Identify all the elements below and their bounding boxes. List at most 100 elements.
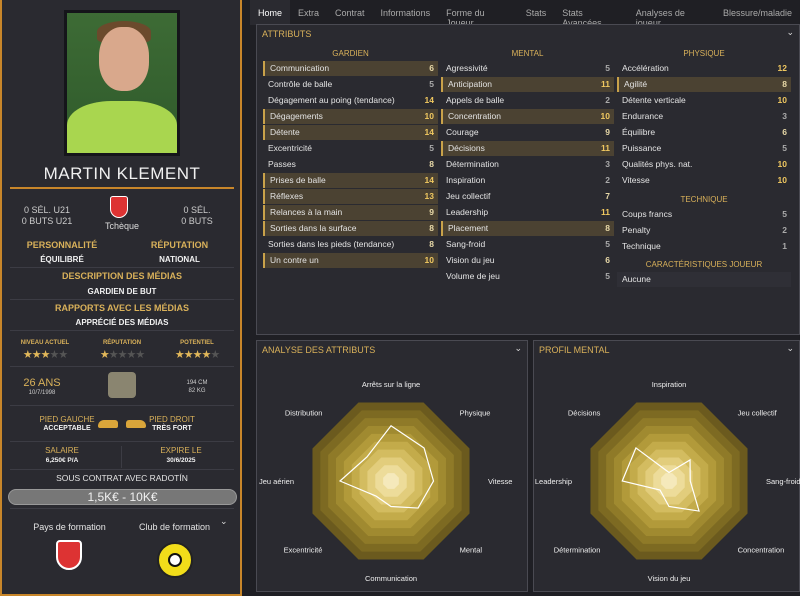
attribute-row[interactable]: Équilibre 6 xyxy=(617,125,791,140)
attribute-row[interactable]: Volume de jeu 5 xyxy=(441,269,614,284)
attribute-row[interactable]: Passes 8 xyxy=(263,157,438,172)
attribute-row[interactable]: Détente verticale 10 xyxy=(617,93,791,108)
potential-label: POTENTIEL xyxy=(180,340,214,346)
personality: ÉQUILIBRÉ xyxy=(40,255,84,264)
attribute-value: 1 xyxy=(782,241,787,251)
attribute-name: Penalty xyxy=(622,225,651,235)
attribute-row[interactable]: Décisions 11 xyxy=(441,141,614,156)
attribute-row[interactable]: Leadership 11 xyxy=(441,205,614,220)
attribute-row[interactable]: Prises de balle 14 xyxy=(263,173,438,188)
attributes-panel: ATTRIBUTS ⌄ GARDIEN Communication 6 Contrôle… xyxy=(256,24,800,335)
attribute-row[interactable]: Courage 9 xyxy=(441,125,614,140)
media-relations: APPRÉCIÉ DES MÉDIAS xyxy=(75,318,169,327)
right-foot: TRÈS FORT xyxy=(152,425,192,432)
attribute-row[interactable]: Un contre un 10 xyxy=(263,253,438,268)
tab-3[interactable]: Informations xyxy=(380,8,431,18)
attribute-row[interactable]: Vision du jeu 6 xyxy=(441,253,614,268)
attribute-value: 11 xyxy=(601,79,610,89)
attribute-value: 2 xyxy=(605,95,610,105)
attribute-name: Sorties dans les pieds (tendance) xyxy=(268,239,395,249)
attribute-value: 6 xyxy=(605,255,610,265)
attribute-row[interactable]: Concentration 10 xyxy=(441,109,614,124)
attribute-name: Agressivité xyxy=(446,63,488,73)
contract-club[interactable]: SOUS CONTRAT AVEC RADOTÍN xyxy=(56,473,188,483)
attribute-name: Technique xyxy=(622,241,661,251)
chevron-down-icon[interactable]: ⌄ xyxy=(786,343,794,353)
attribute-row[interactable]: Endurance 3 xyxy=(617,109,791,124)
attribute-value: 2 xyxy=(782,225,787,235)
attribute-name: Accélération xyxy=(622,63,669,73)
attribute-row[interactable]: Réflexes 13 xyxy=(263,189,438,204)
attribute-name: Qualités phys. nat. xyxy=(622,159,693,169)
physical-header: PHYSIQUE xyxy=(683,49,725,58)
tab-5[interactable]: Stats xyxy=(525,8,547,18)
current-ability-label: NIVEAU ACTUEL xyxy=(20,340,70,346)
attribute-row[interactable]: Sang-froid 5 xyxy=(441,237,614,252)
radar-axis-label: Décisions xyxy=(568,408,601,417)
attribute-row[interactable]: Placement 8 xyxy=(441,221,614,236)
attribute-value: 3 xyxy=(782,111,787,121)
attribute-row[interactable]: Détermination 3 xyxy=(441,157,614,172)
nation[interactable]: Tchèque xyxy=(104,221,140,231)
radar-axis-label: Distribution xyxy=(285,408,323,417)
attribute-name: Réflexes xyxy=(270,191,304,201)
chevron-down-icon[interactable]: ⌄ xyxy=(514,343,522,353)
training-country-crest-icon[interactable] xyxy=(56,540,82,570)
radar-axis-label: Leadership xyxy=(535,477,572,486)
attribute-row[interactable]: Anticipation 11 xyxy=(441,77,614,92)
attribute-row[interactable]: Accélération 12 xyxy=(617,61,791,76)
mental-radar-chart: Inspiration Jeu collectif Sang-froid Concen… xyxy=(535,380,800,583)
attribute-value: 10 xyxy=(777,159,787,169)
attribute-row[interactable]: Excentricité 5 xyxy=(263,141,438,156)
date-of-birth: 10/7/1998 xyxy=(28,390,56,396)
attribute-name: Endurance xyxy=(622,111,664,121)
attribute-value: 6 xyxy=(429,63,434,73)
nation-crest-icon[interactable] xyxy=(110,196,128,218)
attribute-row[interactable]: Relances à la main 9 xyxy=(263,205,438,220)
attribute-row[interactable]: Technique 1 xyxy=(617,239,791,254)
attribute-name: Dégagements xyxy=(270,111,323,121)
attribute-name: Passes xyxy=(268,159,296,169)
tab-7[interactable]: Analyses de joueur xyxy=(635,8,685,28)
attribute-row[interactable]: Vitesse 10 xyxy=(617,173,791,188)
attribute-value: 5 xyxy=(782,143,787,153)
chevron-down-icon[interactable]: ⌄ xyxy=(786,27,794,37)
attribute-row[interactable]: Dégagements 10 xyxy=(263,109,438,124)
attribute-row[interactable]: Appels de balle 2 xyxy=(441,93,614,108)
attribute-row[interactable]: Inspiration 2 xyxy=(441,173,614,188)
training-club-crest-icon[interactable] xyxy=(157,542,193,578)
tab-2[interactable]: Contrat xyxy=(335,8,365,18)
attribute-value: 8 xyxy=(429,223,434,233)
radar-axis-label: Arrêts sur la ligne xyxy=(362,380,420,389)
attribute-row[interactable]: Sorties dans la surface 8 xyxy=(263,221,438,236)
radar-axis-label: Détermination xyxy=(554,546,601,555)
tab-0[interactable]: Home xyxy=(250,0,291,25)
attribute-name: Inspiration xyxy=(446,175,486,185)
attribute-row[interactable]: Penalty 2 xyxy=(617,223,791,238)
chevron-down-icon[interactable]: ⌄ xyxy=(220,516,228,526)
attribute-row[interactable]: Sorties dans les pieds (tendance) 8 xyxy=(263,237,438,252)
attribute-row[interactable]: Agressivité 5 xyxy=(441,61,614,76)
age: 26 ANS xyxy=(23,377,61,389)
attribute-row[interactable]: Coups francs 5 xyxy=(617,207,791,222)
attribute-value: 6 xyxy=(782,127,787,137)
attribute-name: Vitesse xyxy=(622,175,650,185)
attribute-row[interactable]: Détente 14 xyxy=(263,125,438,140)
contract-expiry: 30/6/2025 xyxy=(166,457,196,464)
tab-1[interactable]: Extra xyxy=(298,8,320,18)
attribute-row[interactable]: Contrôle de balle 5 xyxy=(263,77,438,92)
attribute-name: Coups francs xyxy=(622,209,673,219)
tab-6[interactable]: Stats Avancées xyxy=(562,8,602,28)
attribute-name: Détermination xyxy=(446,159,499,169)
reputation: NATIONAL xyxy=(159,255,200,264)
tab-4[interactable]: Forme du Joueur xyxy=(446,8,485,28)
attribute-row[interactable]: Dégagement au poing (tendance) 14 xyxy=(263,93,438,108)
attribute-row[interactable]: Puissance 5 xyxy=(617,141,791,156)
right-boot-icon xyxy=(126,420,146,428)
attribute-row[interactable]: Qualités phys. nat. 10 xyxy=(617,157,791,172)
tab-8[interactable]: Blessure/maladie xyxy=(722,8,792,18)
attribute-row[interactable]: Jeu collectif 7 xyxy=(441,189,614,204)
attribute-row[interactable]: Agilité 8 xyxy=(617,77,791,92)
radar-axis-label: Communication xyxy=(365,574,417,583)
attribute-row[interactable]: Communication 6 xyxy=(263,61,438,76)
